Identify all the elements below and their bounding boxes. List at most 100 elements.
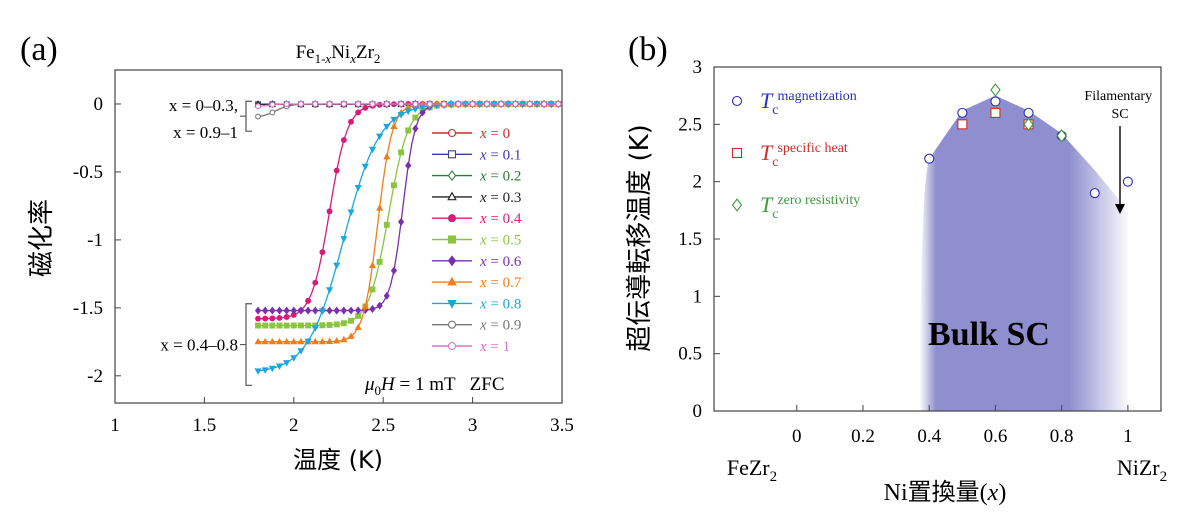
data-point	[255, 315, 261, 322]
legend-item: x = 1	[432, 339, 510, 355]
legend-marker	[447, 170, 457, 182]
data-point	[398, 101, 405, 107]
data-point	[990, 83, 1001, 97]
data-point	[990, 96, 1001, 107]
legend-label: x = 0.8	[479, 296, 521, 312]
data-point	[340, 320, 347, 327]
data-point	[254, 368, 262, 375]
panel-a-legend: x = 0 x = 0.1 x = 0.2 x = 0.3 x = 0.4 x = 0.5…	[432, 126, 522, 355]
bracket-label: x = 0.4–0.8	[160, 336, 238, 355]
legend-item: x = 0.1	[432, 147, 521, 163]
legend-marker	[447, 191, 457, 201]
panel-a-axes: 1 1.5 2 2.5 3 3.5 0 -0.5 -1 -1.5 -2	[73, 94, 574, 436]
data-point	[441, 101, 447, 107]
legend-marker	[731, 95, 743, 107]
data-point	[283, 314, 290, 320]
data-point	[1023, 107, 1034, 118]
y-tick-label: 0	[94, 94, 104, 115]
legend-item: Tczero resistivity	[731, 192, 860, 222]
data-point	[361, 302, 369, 310]
data-point	[541, 101, 548, 107]
data-point	[276, 314, 283, 321]
data-point	[290, 337, 298, 345]
bracket-label: x = 0–0.3,	[169, 96, 238, 115]
data-point	[376, 204, 384, 211]
panel-b: (b) 0 0.2 0.4 0.6 0.8 1 0 0.5 1 1.5 2 2.5 3 Tcmagnet…	[625, 31, 1167, 506]
data-point	[354, 184, 362, 192]
x-tick-label: 0.2	[851, 426, 875, 447]
data-point	[283, 322, 290, 329]
x-tick-label: 2.5	[371, 415, 395, 436]
legend-label: x = 0.6	[479, 254, 522, 270]
data-point	[333, 306, 340, 315]
data-point	[340, 137, 347, 144]
y-tick-label: -0.5	[73, 162, 103, 183]
data-point	[369, 286, 376, 293]
data-point	[383, 291, 390, 300]
dome-shape	[919, 95, 1128, 412]
legend-label: x = 0.5	[479, 233, 521, 249]
legend-marker	[447, 235, 457, 244]
legend-label: x = 0.3	[479, 190, 521, 206]
panel-b-legend: Tcmagnetization Tcspecific heat Tczero res…	[731, 88, 860, 222]
data-point	[924, 153, 935, 164]
data-point	[326, 322, 333, 328]
data-point	[368, 261, 377, 268]
data-point	[318, 308, 326, 315]
data-point	[254, 337, 262, 345]
data-point	[405, 127, 412, 134]
data-point	[347, 332, 355, 339]
data-point	[255, 103, 261, 110]
data-point	[376, 133, 384, 141]
data-point	[376, 301, 383, 310]
legend-marker	[731, 198, 743, 212]
data-point	[255, 113, 261, 120]
data-point	[1023, 117, 1034, 132]
bracket	[240, 303, 252, 386]
data-point	[512, 101, 519, 107]
x-tick-label: 1	[110, 415, 120, 436]
data-point	[397, 217, 405, 226]
data-point	[390, 182, 397, 189]
data-point	[362, 104, 369, 111]
data-point	[325, 337, 334, 345]
legend-marker	[447, 300, 457, 309]
legend-marker	[447, 255, 457, 267]
data-point	[383, 101, 390, 107]
legend-label: x = 1	[479, 339, 510, 355]
data-point	[347, 209, 355, 217]
bracket-label: x = 0.9–1	[173, 123, 238, 142]
y-tick-label: -1	[87, 230, 103, 251]
data-point	[390, 266, 398, 275]
data-point	[298, 101, 304, 107]
bracket	[240, 100, 252, 132]
data-point	[405, 161, 412, 170]
data-point	[355, 101, 362, 107]
legend-label: Tcmagnetization	[760, 88, 857, 118]
data-point	[262, 306, 269, 315]
legend-label: x = 0.2	[479, 169, 521, 185]
legend-item: x = 0	[432, 126, 510, 142]
y-tick-label: 2	[693, 172, 703, 193]
data-point	[555, 101, 562, 107]
data-point	[469, 101, 476, 107]
series-points	[924, 96, 1133, 199]
data-point	[304, 338, 312, 346]
data-point	[262, 322, 269, 329]
data-point	[1056, 129, 1067, 143]
data-point	[347, 306, 355, 315]
data-point	[412, 124, 419, 133]
data-point	[397, 112, 405, 119]
legend-label: x = 0	[479, 126, 510, 142]
legend-marker	[731, 147, 743, 159]
data-point	[376, 101, 383, 108]
data-point	[411, 106, 419, 113]
data-point	[333, 321, 340, 328]
series-line	[257, 103, 562, 107]
data-point	[262, 315, 269, 322]
y-tick-label: 2.5	[678, 114, 702, 135]
data-point	[369, 304, 376, 314]
data-point	[276, 322, 283, 329]
data-point	[398, 149, 405, 156]
filamentary-arrow-head	[1115, 204, 1125, 214]
